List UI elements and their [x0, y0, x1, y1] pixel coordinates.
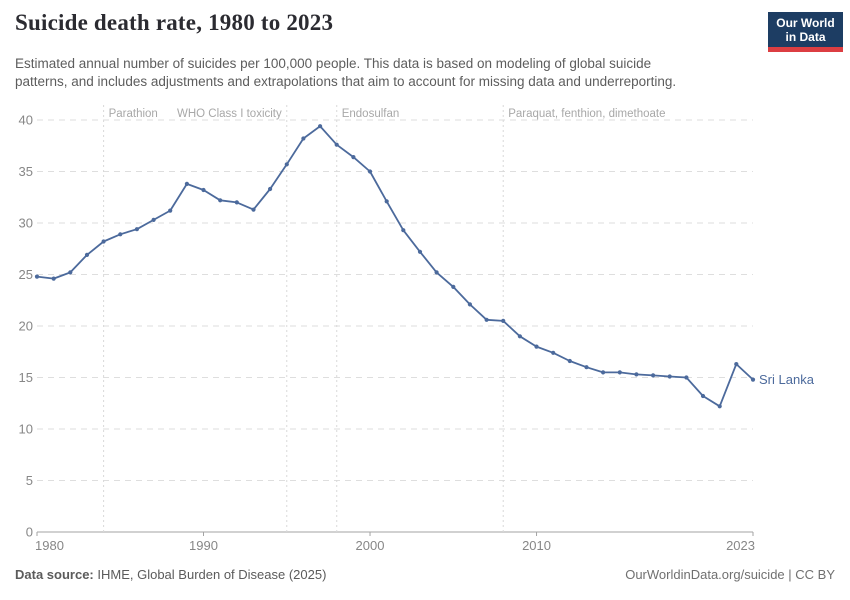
data-point-1981[interactable]	[51, 276, 56, 281]
annotation-label-1995: WHO Class I toxicity	[177, 108, 282, 120]
chart-subtitle: Estimated annual number of suicides per …	[15, 56, 677, 89]
data-point-2013[interactable]	[584, 365, 589, 370]
data-point-2006[interactable]	[467, 302, 472, 307]
data-point-2005[interactable]	[451, 284, 456, 289]
annotation-label-1998: Endosulfan	[342, 108, 400, 120]
data-point-1996[interactable]	[301, 136, 306, 141]
data-point-2012[interactable]	[567, 358, 572, 364]
data-point-2023[interactable]	[750, 377, 756, 382]
data-point-1990[interactable]	[201, 187, 206, 193]
data-point-2019[interactable]	[684, 375, 689, 380]
data-point-2011[interactable]	[551, 350, 556, 355]
logo-line2: in Data	[785, 30, 826, 44]
data-point-1998[interactable]	[334, 142, 339, 147]
data-point-1980[interactable]	[34, 274, 40, 279]
data-point-2010[interactable]	[534, 344, 539, 349]
data-point-2017[interactable]	[651, 373, 656, 378]
series-end-label: Sri Lanka	[759, 372, 815, 387]
x-tick-label-1990: 1990	[189, 538, 218, 553]
y-tick-label-40: 40	[19, 113, 33, 128]
data-point-1999[interactable]	[351, 155, 356, 160]
line-chart-plot: 0 5 10 15 20 25 30 35 40 1980 1990 2000 2010 2023 Para…	[19, 105, 815, 553]
data-point-2000[interactable]	[367, 169, 373, 174]
data-point-2020[interactable]	[700, 393, 706, 399]
data-point-2014[interactable]	[601, 370, 606, 375]
owid-logo-text: Our World in Data	[768, 12, 843, 47]
annotation-label-1984: Parathion	[109, 108, 158, 120]
data-point-1983[interactable]	[84, 252, 90, 257]
data-source: Data source: IHME, Global Burden of Dise…	[15, 567, 326, 582]
data-point-1993[interactable]	[251, 207, 256, 212]
data-point-1991[interactable]	[218, 198, 223, 203]
data-point-2001[interactable]	[384, 199, 389, 204]
logo-line1: Our World	[776, 16, 835, 30]
data-point-1986[interactable]	[134, 227, 139, 232]
owid-logo[interactable]: Our World in Data	[768, 12, 843, 52]
logo-accent-bar	[768, 47, 843, 52]
y-tick-label-35: 35	[19, 164, 33, 179]
data-point-2007[interactable]	[484, 317, 489, 322]
data-line-sri-lanka[interactable]	[36, 125, 754, 408]
data-point-2002[interactable]	[401, 228, 406, 233]
data-point-1984[interactable]	[101, 239, 106, 244]
data-source-label: Data source:	[15, 567, 94, 582]
data-point-2015[interactable]	[617, 370, 622, 375]
data-point-1987[interactable]	[151, 217, 156, 222]
x-tick-label-2000: 2000	[356, 538, 385, 553]
data-point-2004[interactable]	[434, 270, 439, 275]
data-point-1982[interactable]	[68, 270, 73, 275]
data-point-2016[interactable]	[634, 372, 639, 377]
data-point-2003[interactable]	[417, 249, 423, 254]
y-tick-label-30: 30	[19, 216, 33, 231]
data-point-1995[interactable]	[284, 162, 289, 167]
annotation-label-2008: Paraquat, fenthion, dimethoate	[508, 108, 665, 120]
attribution-link[interactable]: OurWorldinData.org/suicide | CC BY	[625, 567, 835, 582]
y-tick-label-5: 5	[26, 473, 33, 488]
data-point-2022[interactable]	[734, 362, 739, 367]
y-tick-label-15: 15	[19, 370, 33, 385]
y-tick-label-25: 25	[19, 267, 33, 282]
data-point-2018[interactable]	[667, 374, 672, 379]
x-tick-label-1980: 1980	[35, 538, 64, 553]
y-tick-label-20: 20	[19, 319, 33, 334]
data-point-1992[interactable]	[234, 200, 239, 205]
data-point-1994[interactable]	[268, 186, 273, 192]
data-point-2008[interactable]	[501, 318, 506, 323]
y-tick-label-10: 10	[19, 422, 33, 437]
chart-footer: Data source: IHME, Global Burden of Dise…	[15, 567, 835, 582]
y-tick-label-0: 0	[26, 525, 33, 540]
data-point-2009[interactable]	[517, 334, 523, 339]
data-point-1997[interactable]	[318, 124, 323, 129]
data-point-2021[interactable]	[717, 404, 722, 409]
data-source-value: IHME, Global Burden of Disease (2025)	[97, 567, 327, 582]
data-point-1989[interactable]	[184, 181, 189, 186]
chart-title: Suicide death rate, 1980 to 2023	[15, 10, 334, 35]
x-tick-label-2010: 2010	[522, 538, 551, 553]
data-point-1985[interactable]	[118, 232, 123, 237]
x-tick-label-2023: 2023	[726, 538, 755, 553]
data-point-1988[interactable]	[168, 208, 173, 213]
